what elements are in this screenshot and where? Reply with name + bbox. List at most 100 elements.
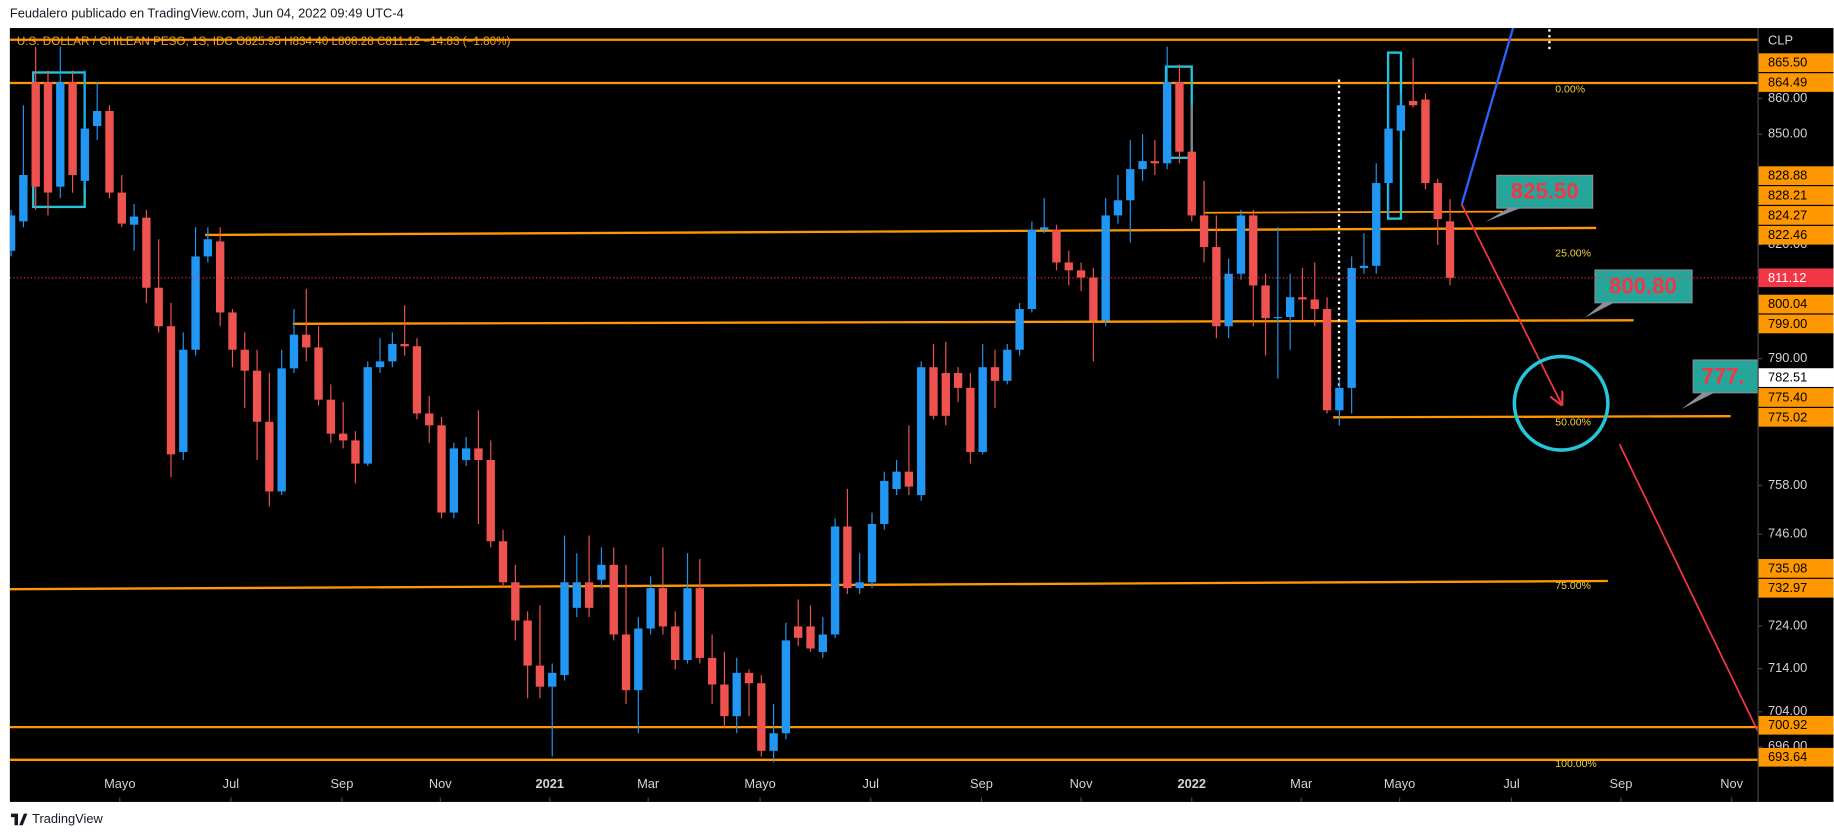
price-tag	[1758, 715, 1834, 735]
candle-body	[338, 433, 348, 441]
candle-body	[1003, 349, 1012, 381]
price-tag	[1758, 225, 1834, 245]
y-tick-label: 714.00	[1768, 660, 1807, 675]
candle-body	[474, 448, 483, 460]
candle-body	[671, 626, 680, 661]
x-tick-label: Sep	[970, 776, 993, 791]
candle-body	[904, 471, 914, 487]
candle-body	[1298, 297, 1307, 300]
y-tick-label: 860.00	[1768, 90, 1807, 105]
candle-body	[80, 128, 90, 181]
candle-body	[941, 373, 950, 416]
callout-label: 800.80	[1609, 273, 1677, 298]
level-line	[205, 226, 1597, 237]
callout-box	[1594, 269, 1693, 304]
level-line	[1204, 210, 1503, 214]
candle-body	[1150, 161, 1160, 164]
callout-label: 777.	[1701, 363, 1744, 388]
price-tag	[1758, 559, 1834, 578]
candle-body	[683, 588, 692, 661]
price-tag	[1758, 53, 1834, 73]
candle-body	[1138, 161, 1147, 170]
candle-body	[166, 326, 176, 455]
x-tick-label: Jul	[1503, 776, 1519, 791]
x-tick-label: Nov	[1070, 776, 1093, 791]
candle-body	[609, 564, 618, 635]
target-circle	[1512, 354, 1610, 452]
price-tag-label: 775.02	[1768, 409, 1807, 424]
candle-body	[1126, 169, 1135, 201]
candle-body	[191, 256, 200, 350]
price-tag-label: 693.64	[1768, 749, 1807, 764]
candle-body	[388, 343, 397, 362]
price-tag	[1758, 166, 1834, 186]
candle-body	[265, 421, 274, 492]
candles	[9, 46, 1758, 763]
x-tick-label: Mayo	[104, 776, 135, 791]
x-tick-label: Jul	[223, 776, 239, 791]
candle-body	[1040, 227, 1049, 230]
candle-body	[1212, 247, 1221, 327]
candle-body	[953, 373, 963, 388]
candle-body	[68, 82, 77, 175]
candle-body	[56, 82, 65, 187]
candle-body	[511, 582, 520, 621]
currency-label: CLP	[1768, 32, 1793, 47]
candle-body	[142, 217, 151, 288]
candle-body	[289, 334, 299, 369]
candle-body	[179, 349, 188, 452]
price-tag-label: 811.12	[1768, 270, 1806, 285]
x-tick-label: Mar	[637, 776, 660, 791]
candle-body	[929, 367, 938, 416]
x-tick-label: Mayo	[744, 776, 775, 791]
fib-label: 75.00%	[1555, 580, 1591, 592]
candle-body	[855, 582, 864, 589]
candle-body	[240, 349, 249, 371]
callout-box	[1496, 174, 1594, 209]
candle-body	[1359, 265, 1369, 269]
candle-body	[129, 216, 139, 225]
candle-body	[1162, 82, 1172, 164]
candle-body	[597, 564, 606, 580]
price-tag-label: 735.08	[1768, 560, 1807, 575]
brand: TradingView	[32, 811, 103, 826]
price-tag	[1758, 388, 1834, 407]
y-tick-label: 850.00	[1768, 126, 1807, 141]
candle-body	[228, 312, 237, 350]
candle-body	[548, 672, 557, 687]
candle-body	[203, 239, 213, 257]
x-tick-label: Sep	[330, 776, 353, 791]
candle-body	[1322, 309, 1332, 411]
price-tag-label: 828.21	[1768, 187, 1807, 202]
candle-body	[1015, 309, 1024, 350]
candle-body	[1273, 317, 1283, 319]
candle-body	[560, 582, 569, 676]
candle-body	[707, 657, 717, 685]
candle-body	[43, 82, 53, 193]
candle-body	[31, 82, 40, 187]
candle-body	[449, 448, 459, 513]
candle-body	[154, 287, 163, 327]
level-line	[9, 579, 1608, 591]
candle-body	[1199, 215, 1209, 248]
arrow	[1460, 204, 1561, 404]
candle-body	[744, 672, 754, 684]
candle-body	[535, 665, 545, 687]
price-tag	[1758, 747, 1834, 767]
fib-label: 0.00%	[1555, 83, 1585, 95]
candle-body	[252, 370, 262, 422]
x-tick-label: Jul	[863, 776, 879, 791]
fib-label: 50.00%	[1555, 417, 1591, 429]
candle-body	[695, 588, 704, 658]
candle-body	[1076, 270, 1086, 278]
price-tag-label: 864.49	[1768, 75, 1807, 90]
candle-body	[1175, 82, 1184, 152]
candle-body	[9, 215, 16, 251]
trend-line	[1460, 28, 1515, 205]
price-tag-label: 732.97	[1768, 580, 1807, 595]
candle-body	[880, 480, 889, 525]
candle-body	[781, 640, 791, 734]
candle-body	[363, 367, 372, 464]
candle-body	[498, 541, 508, 583]
candle-body	[437, 425, 446, 513]
